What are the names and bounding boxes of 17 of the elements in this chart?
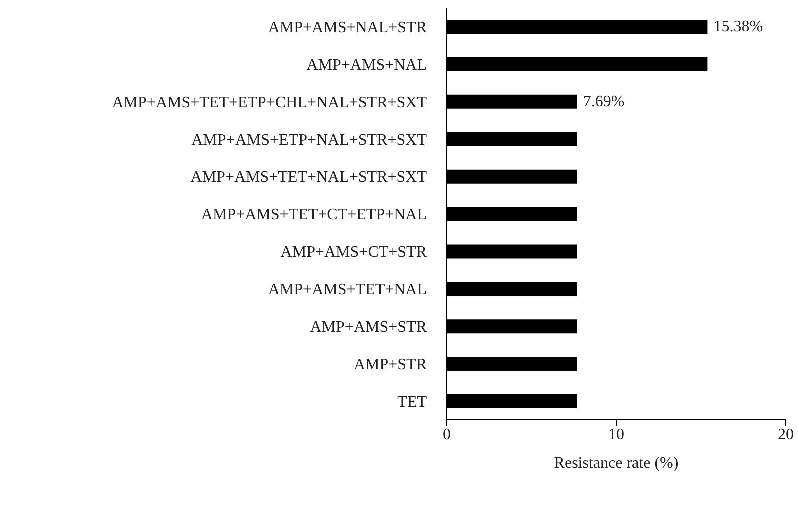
y-tick-label: AMP+AMS+TET+NAL+STR+SXT bbox=[190, 169, 428, 186]
x-tick-label: 20 bbox=[778, 426, 794, 444]
y-tick-label: AMP+AMS+TET+NAL bbox=[268, 282, 427, 299]
y-tick-label: AMP+STR bbox=[354, 356, 428, 374]
x-tick-label: 0 bbox=[443, 426, 451, 444]
y-tick-label: AMP+AMS+TET+CT+ETP+NAL bbox=[201, 206, 427, 224]
y-tick-label: AMP+AMS+TET+ETP+CHL+NAL+STR+SXT bbox=[112, 94, 428, 112]
y-tick-label: AMP+AMS+STR bbox=[310, 319, 428, 336]
y-tick-label: AMP+AMS+NAL+STR bbox=[268, 19, 428, 36]
x-axis-title: Resistance rate (%) bbox=[554, 455, 679, 472]
y-tick-label: AMP+AMS+CT+STR bbox=[280, 244, 428, 262]
x-tick-label: 10 bbox=[608, 426, 624, 444]
data-label: 7.69% bbox=[583, 93, 625, 110]
y-tick-label: TET bbox=[398, 394, 428, 411]
y-tick-label: AMP+AMS+NAL bbox=[306, 56, 427, 74]
y-tick-label: AMP+AMS+ETP+NAL+STR+SXT bbox=[192, 132, 428, 149]
data-label: 15.38% bbox=[714, 18, 764, 36]
